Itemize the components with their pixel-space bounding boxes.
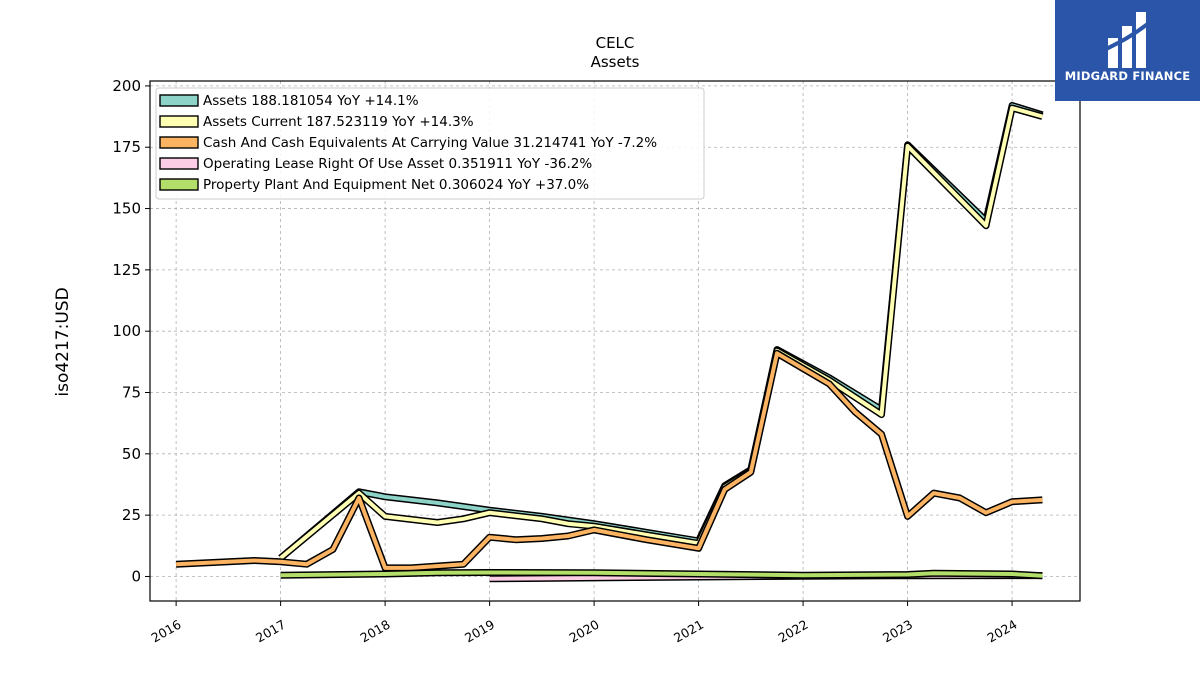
x-tick-label: 2023 (880, 617, 915, 646)
series-line-property-plant-and-equipment-net (280, 570, 1043, 578)
legend-entry: Cash And Cash Equivalents At Carrying Va… (203, 135, 657, 151)
series-lines (175, 102, 1044, 583)
y-tick-label: 200 (112, 77, 141, 95)
y-tick-label: 100 (112, 322, 141, 340)
series-line-assets-current (279, 106, 1043, 560)
y-tick-label: 150 (112, 200, 141, 218)
x-tick-label: 2024 (985, 617, 1020, 646)
legend-swatch (159, 157, 199, 170)
y-tick-label: 75 (122, 384, 141, 402)
y-tick-label: 25 (122, 506, 141, 524)
y-axis-label: iso4217:USD (53, 287, 73, 396)
legend-swatch (159, 178, 199, 191)
x-tick-label: 2017 (253, 617, 288, 646)
legend-entry: Operating Lease Right Of Use Asset 0.351… (203, 156, 592, 172)
y-tick-label: 125 (112, 261, 141, 279)
plot-frame (149, 80, 1081, 602)
y-axis: 0 25 50 75 100 125 150 175 200 (112, 77, 150, 585)
series-line-cash-and-cash-equivalents-at-carrying-value (176, 351, 1043, 570)
legend-swatch (159, 94, 199, 107)
legend-swatch (159, 136, 199, 149)
y-tick-label: 0 (131, 567, 141, 585)
brand-name: MIDGARD FINANCE (1064, 69, 1191, 83)
legend: Assets 188.181054 YoY +14.1% Assets Curre… (155, 87, 705, 200)
x-tick-label: 2020 (567, 617, 602, 646)
x-axis: 2016 2017 2018 2019 2020 2021 2022 2023 2024 (149, 601, 1020, 646)
brand-logo: MIDGARD FINANCE (1055, 0, 1200, 101)
x-tick-label: 2021 (671, 617, 706, 646)
midgard-logo-icon (1103, 12, 1152, 68)
chart-title: CELC (596, 34, 635, 52)
x-tick-label: 2018 (358, 617, 393, 646)
legend-entry: Property Plant And Equipment Net 0.30602… (203, 177, 589, 193)
legend-entry: Assets Current 187.523119 YoY +14.3% (203, 114, 474, 130)
y-tick-label: 175 (112, 138, 141, 156)
x-tick-label: 2019 (462, 617, 497, 646)
x-tick-label: 2022 (776, 617, 811, 646)
y-tick-label: 50 (122, 445, 141, 463)
x-tick-label: 2016 (149, 617, 184, 646)
legend-swatch (159, 115, 199, 128)
chart-subtitle: Assets (591, 53, 640, 71)
legend-box (155, 87, 705, 200)
legend-entry: Assets 188.181054 YoY +14.1% (203, 93, 419, 109)
